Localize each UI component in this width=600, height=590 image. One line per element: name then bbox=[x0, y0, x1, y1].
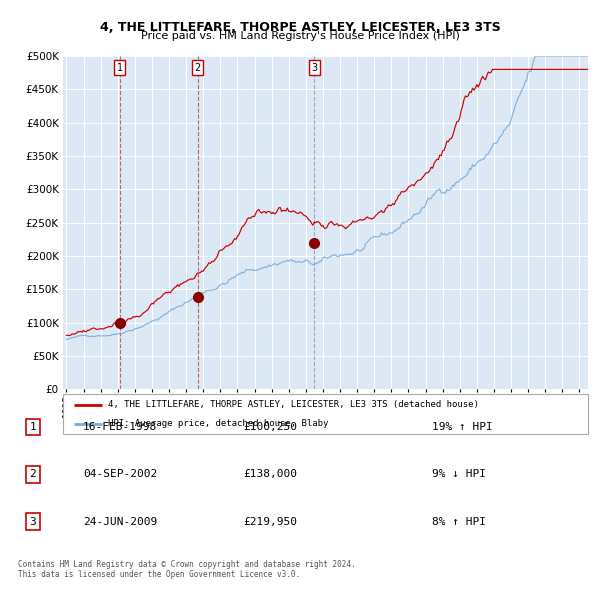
Text: 9% ↓ HPI: 9% ↓ HPI bbox=[432, 470, 486, 479]
Text: 2: 2 bbox=[29, 470, 37, 479]
Text: 16-FEB-1998: 16-FEB-1998 bbox=[83, 422, 157, 432]
Text: 1: 1 bbox=[117, 63, 123, 73]
Text: 3: 3 bbox=[29, 517, 37, 526]
Text: £138,000: £138,000 bbox=[243, 470, 297, 479]
Text: 4, THE LITTLEFARE, THORPE ASTLEY, LEICESTER, LE3 3TS (detached house): 4, THE LITTLEFARE, THORPE ASTLEY, LEICES… bbox=[107, 400, 479, 409]
FancyBboxPatch shape bbox=[63, 394, 588, 434]
Text: HPI: Average price, detached house, Blaby: HPI: Average price, detached house, Blab… bbox=[107, 419, 328, 428]
Text: £219,950: £219,950 bbox=[243, 517, 297, 526]
Text: 1: 1 bbox=[29, 422, 37, 432]
Text: 24-JUN-2009: 24-JUN-2009 bbox=[83, 517, 157, 526]
Text: £100,250: £100,250 bbox=[243, 422, 297, 432]
Text: 3: 3 bbox=[311, 63, 317, 73]
Text: 19% ↑ HPI: 19% ↑ HPI bbox=[432, 422, 493, 432]
Text: Contains HM Land Registry data © Crown copyright and database right 2024.
This d: Contains HM Land Registry data © Crown c… bbox=[18, 560, 356, 579]
Text: 8% ↑ HPI: 8% ↑ HPI bbox=[432, 517, 486, 526]
Text: 4, THE LITTLEFARE, THORPE ASTLEY, LEICESTER, LE3 3TS: 4, THE LITTLEFARE, THORPE ASTLEY, LEICES… bbox=[100, 21, 500, 34]
Text: Price paid vs. HM Land Registry's House Price Index (HPI): Price paid vs. HM Land Registry's House … bbox=[140, 31, 460, 41]
Text: 04-SEP-2002: 04-SEP-2002 bbox=[83, 470, 157, 479]
Text: 2: 2 bbox=[194, 63, 201, 73]
